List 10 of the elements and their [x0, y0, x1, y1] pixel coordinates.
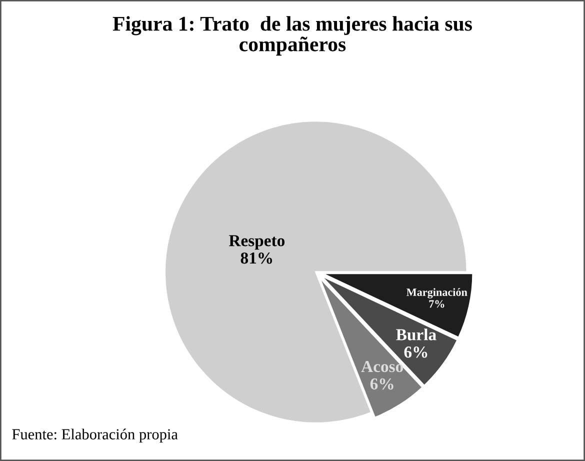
slice-label: Marginación	[406, 288, 468, 298]
data-label: 81%	[240, 252, 272, 264]
chart-title: Figura 1: Trato de las mujeres hacia sus compañeros	[112, 16, 472, 56]
data-label: 7%	[429, 300, 444, 308]
slice-label: Acoso	[361, 360, 403, 372]
slice-label: Respeto	[228, 235, 285, 250]
slice-label: Burla	[396, 328, 436, 340]
source-note: Fuente: Elaboración propia	[12, 428, 178, 443]
data-label: 6%	[404, 346, 428, 358]
data-label: 6%	[370, 378, 394, 390]
